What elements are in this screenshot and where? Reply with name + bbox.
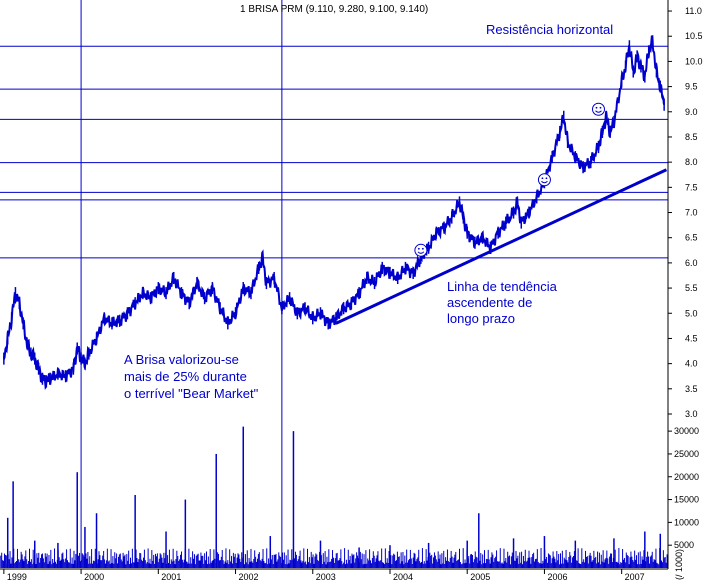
year-tick-label: 2003: [316, 572, 336, 582]
year-tick-label: 2007: [625, 572, 645, 582]
bear-annotation-line2: mais de 25% durante: [124, 369, 247, 384]
year-tick-label: 1999: [7, 572, 27, 582]
volume-tick-label: 25000: [674, 449, 699, 459]
smiley-eye: [599, 106, 602, 109]
smiley-mouth: [541, 180, 548, 184]
smiley-icon: [591, 102, 605, 116]
price-tick-label: 5.5: [685, 283, 698, 293]
price-tick-label: 7.0: [685, 208, 698, 218]
volume-tick-label: 20000: [674, 472, 699, 482]
year-tick-label: 2001: [161, 572, 181, 582]
volume-tick-label: 10000: [674, 517, 699, 527]
smiley-eye: [541, 177, 544, 180]
smiley-icon: [537, 173, 551, 187]
trend-annotation-line2: ascendente de: [447, 295, 532, 310]
price-tick-label: 9.5: [685, 82, 698, 92]
price-tick-label: 9.0: [685, 107, 698, 117]
price-tick-label: 3.5: [685, 384, 698, 394]
volume-tick-label: 30000: [674, 426, 699, 436]
trend-line: [335, 168, 668, 325]
smiley-eye: [421, 247, 424, 250]
chart-title: 1 BRISA PRM (9.110, 9.280, 9.100, 9.140): [240, 4, 428, 15]
price-tick-label: 4.0: [685, 359, 698, 369]
price-tick-label: 10.0: [685, 56, 703, 66]
price-tick-label: 5.0: [685, 308, 698, 318]
price-tick-label: 10.5: [685, 31, 703, 41]
year-tick-label: 2006: [547, 572, 567, 582]
price-tick-label: 6.0: [685, 258, 698, 268]
smiley-markers: [414, 102, 605, 257]
price-tick-label: 11.0: [685, 6, 702, 16]
resistance-annotation: Resistência horizontal: [486, 22, 613, 37]
price-tick-label: 3.0: [685, 409, 698, 419]
year-tick-label: 2005: [470, 572, 490, 582]
volume-tick-label: 15000: [674, 495, 699, 505]
smiley-icon: [414, 243, 428, 257]
price-tick-label: 7.5: [685, 182, 698, 192]
volume-tick-label: 5000: [674, 540, 694, 550]
bear-annotation-line1: A Brisa valorizou-se: [124, 352, 239, 367]
smiley-mouth: [417, 251, 425, 254]
price-tick-label: 8.0: [685, 157, 698, 167]
grid-lines: [0, 0, 668, 568]
volume-unit-label: (/ 1000): [674, 549, 684, 580]
smiley-eye: [545, 177, 548, 180]
bear-annotation-line3: o terrível "Bear Market": [124, 386, 259, 401]
smiley-face: [414, 243, 428, 257]
year-tick-label: 2004: [393, 572, 413, 582]
price-tick-label: 4.5: [685, 333, 698, 343]
price-tick-label: 6.5: [685, 233, 698, 243]
ascending-trend-line: [335, 168, 668, 325]
smiley-eye: [417, 247, 420, 250]
trend-annotation-line1: Linha de tendência: [447, 279, 558, 294]
year-tick-label: 2000: [84, 572, 104, 582]
year-tick-label: 2002: [239, 572, 259, 582]
trend-annotation-line3: longo prazo: [447, 311, 515, 326]
price-tick-label: 8.5: [685, 132, 698, 142]
smiley-face: [537, 173, 551, 187]
smiley-mouth: [595, 110, 602, 113]
volume-bars: [0, 426, 669, 568]
price-series: [2, 35, 666, 390]
price-line: [2, 35, 666, 390]
smiley-eye: [595, 106, 598, 109]
smiley-face: [591, 102, 605, 116]
